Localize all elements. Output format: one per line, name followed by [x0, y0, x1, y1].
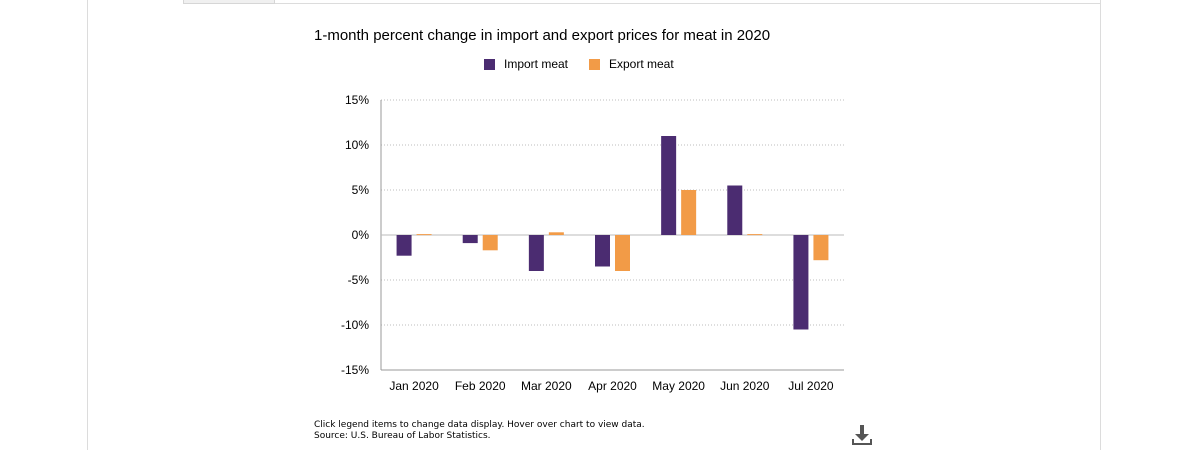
- legend-item-import-meat[interactable]: Import meat: [484, 56, 568, 72]
- legend-swatch-export-meat: [589, 58, 600, 70]
- bar-export-meat[interactable]: [548, 232, 564, 235]
- legend-label-export-meat: Export meat: [609, 57, 674, 71]
- bar-import-meat[interactable]: [462, 235, 478, 244]
- footnote-instructions: Click legend items to change data displa…: [314, 420, 645, 430]
- bar-import-meat[interactable]: [396, 235, 412, 256]
- footnote-source: Source: U.S. Bureau of Labor Statistics.: [314, 431, 491, 441]
- chart-title: 1-month percent change in import and exp…: [314, 27, 771, 44]
- y-tick-label: 10%: [345, 138, 369, 152]
- page-frame: [87, 0, 1101, 450]
- bar-export-meat[interactable]: [813, 235, 829, 261]
- bar-export-meat[interactable]: [681, 190, 697, 235]
- top-tab[interactable]: [183, 0, 275, 4]
- bar-export-meat[interactable]: [747, 234, 763, 236]
- x-tick-label: Jul 2020: [788, 379, 834, 393]
- x-tick-label: Mar 2020: [521, 379, 572, 393]
- y-tick-label: -10%: [341, 318, 369, 332]
- x-tick-label: Apr 2020: [588, 379, 637, 393]
- y-tick-label: 15%: [345, 93, 369, 107]
- y-tick-label: 0%: [352, 228, 370, 242]
- download-icon[interactable]: [851, 424, 873, 448]
- x-tick-label: Jan 2020: [389, 379, 439, 393]
- bar-export-meat[interactable]: [482, 235, 498, 251]
- bar-import-meat[interactable]: [661, 136, 677, 235]
- x-tick-label: Jun 2020: [720, 379, 770, 393]
- legend-label-import-meat: Import meat: [504, 57, 569, 71]
- legend-swatch-import-meat: [484, 58, 495, 70]
- chart-footnote: Click legend items to change data displa…: [314, 420, 645, 442]
- x-tick-label: May 2020: [652, 379, 705, 393]
- bar-import-meat[interactable]: [528, 235, 544, 271]
- y-tick-label: -15%: [341, 363, 369, 377]
- legend-item-export-meat[interactable]: Export meat: [589, 56, 674, 72]
- y-tick-label: 5%: [352, 183, 370, 197]
- bar-import-meat[interactable]: [793, 235, 809, 330]
- x-tick-label: Feb 2020: [455, 379, 506, 393]
- bar-export-meat[interactable]: [416, 234, 432, 236]
- bar-import-meat[interactable]: [595, 235, 610, 267]
- bar-import-meat[interactable]: [727, 185, 743, 236]
- bar-export-meat[interactable]: [615, 235, 630, 271]
- y-tick-label: -5%: [348, 273, 370, 287]
- top-rule: [275, 3, 1101, 4]
